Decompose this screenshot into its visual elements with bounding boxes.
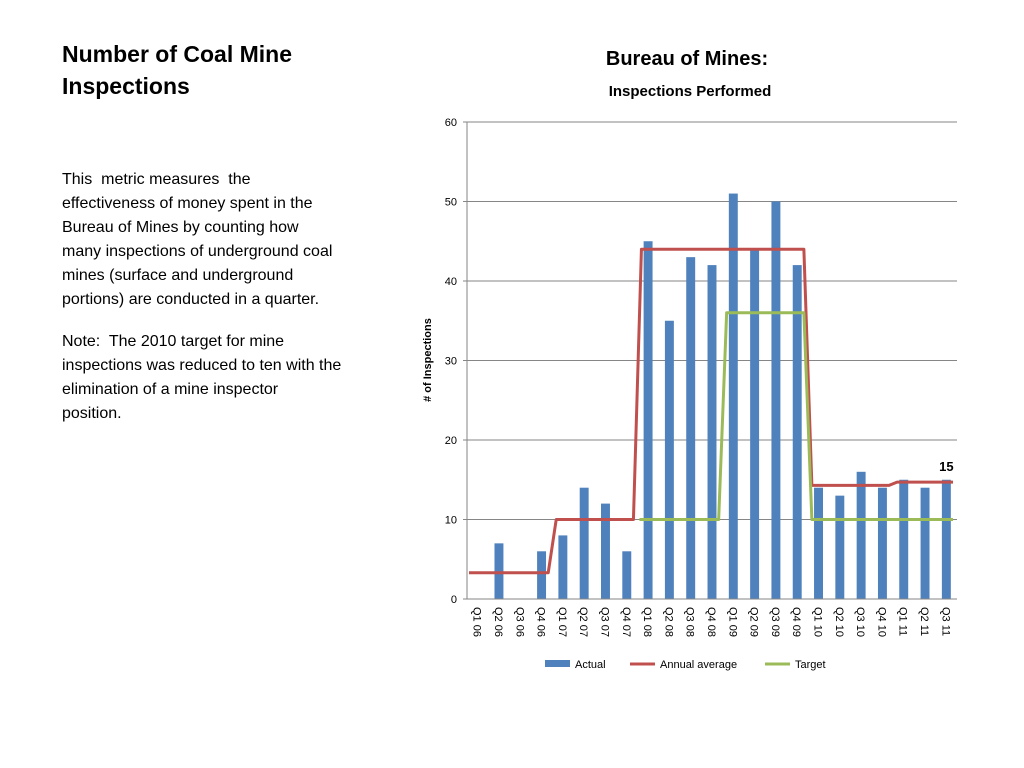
bar	[920, 487, 930, 599]
x-tick-label: Q4 06	[535, 607, 547, 637]
y-tick-label: 30	[445, 356, 457, 368]
x-tick-label: Q4 09	[790, 607, 802, 637]
chart-subtitle: Inspections Performed	[609, 83, 772, 100]
bar	[899, 479, 909, 599]
series-line	[469, 247, 953, 575]
legend: Actual Annual average Target	[545, 659, 826, 671]
bar	[601, 503, 610, 599]
bar	[664, 320, 674, 599]
bar	[877, 487, 887, 599]
note-paragraph: Note: The 2010 target for mine inspectio…	[62, 333, 346, 422]
bar	[792, 265, 802, 599]
bars	[494, 193, 951, 600]
x-tick-label: Q3 08	[684, 607, 696, 637]
legend-label: Actual	[575, 659, 606, 671]
bar	[686, 257, 696, 599]
y-tick-label: 50	[445, 197, 457, 209]
x-tick-label: Q2 09	[748, 607, 760, 637]
bar	[494, 543, 504, 599]
bar	[771, 201, 781, 599]
x-tick-label: Q1 08	[641, 607, 653, 637]
legend-swatch	[545, 660, 570, 667]
bar	[728, 193, 738, 600]
bar	[643, 241, 653, 599]
x-tick-label: Q1 11	[897, 607, 909, 636]
x-tick-label: Q2 10	[833, 607, 845, 637]
x-tick-label: Q4 07	[620, 607, 632, 637]
lines: 15	[469, 247, 954, 575]
x-tick-label: Q1 07	[556, 607, 568, 637]
bar	[856, 471, 866, 599]
description-text: This metric measures the effectiveness o…	[62, 168, 342, 444]
x-tick-label: Q1 09	[726, 607, 738, 637]
y-tick-label: 0	[451, 594, 457, 606]
x-tick-label: Q1 10	[812, 607, 824, 637]
bar	[814, 487, 823, 599]
legend-label: Annual average	[660, 659, 737, 671]
bar	[750, 249, 760, 599]
bar	[622, 551, 632, 599]
slide-title: Number of Coal Mine Inspections	[62, 41, 293, 99]
bar	[579, 487, 589, 599]
chart-title: Bureau of Mines:	[606, 48, 768, 70]
x-tick-label: Q3 10	[854, 607, 866, 637]
bar	[941, 479, 951, 599]
inspections-chart: Bureau of Mines: Inspections Performed #…	[422, 48, 957, 671]
x-tick-label: Q4 10	[875, 607, 887, 637]
x-tick-label: Q2 08	[662, 607, 674, 637]
x-tick-label: Q2 06	[492, 607, 504, 637]
bar	[558, 535, 568, 599]
x-tick-label: Q3 06	[513, 607, 525, 637]
x-tick-label: Q3 07	[598, 607, 610, 637]
data-label: 15	[939, 459, 953, 474]
bar	[537, 551, 547, 599]
x-tick-label: Q1 06	[471, 607, 483, 637]
bar	[707, 265, 717, 599]
bar	[835, 495, 845, 599]
series-line	[639, 311, 953, 521]
y-tick-label: 60	[445, 117, 457, 129]
x-tick-label: Q3 11	[939, 607, 951, 636]
y-tick-label: 20	[445, 435, 457, 447]
x-tick-label: Q2 11	[918, 607, 930, 636]
legend-label: Target	[795, 659, 826, 671]
description-paragraph: This metric measures the effectiveness o…	[62, 171, 337, 308]
y-axis-label: # of Inspections	[422, 318, 434, 402]
y-tick-label: 10	[445, 515, 457, 527]
axes: 0 10 20 30 40 50 60 Q1 06 Q2 06 Q3 06 Q4 06 Q1 07 Q2…	[445, 117, 957, 637]
x-tick-label: Q4 08	[705, 607, 717, 637]
y-tick-label: 40	[445, 276, 457, 288]
x-tick-label: Q2 07	[577, 607, 589, 637]
x-tick-label: Q3 09	[769, 607, 781, 637]
